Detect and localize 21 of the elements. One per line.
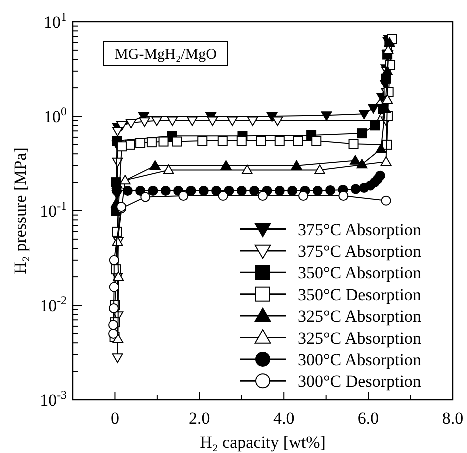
x-tick-label: 4.0 (273, 409, 295, 428)
legend-label: 300°C Desorption (298, 372, 422, 392)
legend-label: 375°C Absorption (298, 242, 422, 261)
x-tick-label: 8.0 (442, 409, 464, 428)
x-tick-label: 0 (110, 409, 120, 428)
legend-label: 375°C Absorption (298, 220, 422, 240)
y-tick-label: 10$^{-1}$ (40, 199, 68, 221)
y-tick-label: 10$^{0}$ (44, 104, 68, 126)
y-tick-label: 10$^{-2}$ (40, 294, 68, 316)
legend-label: 325°C Absorption (298, 307, 422, 326)
legend-label: 325°C Absorption (298, 328, 422, 348)
legend-label: 300°C Absorption (298, 350, 422, 370)
y-tick-label: 10$^{1}$ (44, 10, 68, 32)
legend-label: 350°C Desorption (298, 285, 422, 304)
x-axis-title: H₂ capacity [wt%] (200, 433, 326, 452)
y-axis-title: H₂ pressure [MPa] (11, 148, 30, 274)
y-tick-label: 10$^{-3}$ (40, 388, 68, 410)
legend-label: 350°C Absorption (298, 264, 422, 283)
annotation: MG-MgH₂/MgO (115, 47, 218, 63)
x-tick-label: 2.0 (189, 409, 210, 428)
x-tick-label: 6.0 (358, 409, 380, 428)
